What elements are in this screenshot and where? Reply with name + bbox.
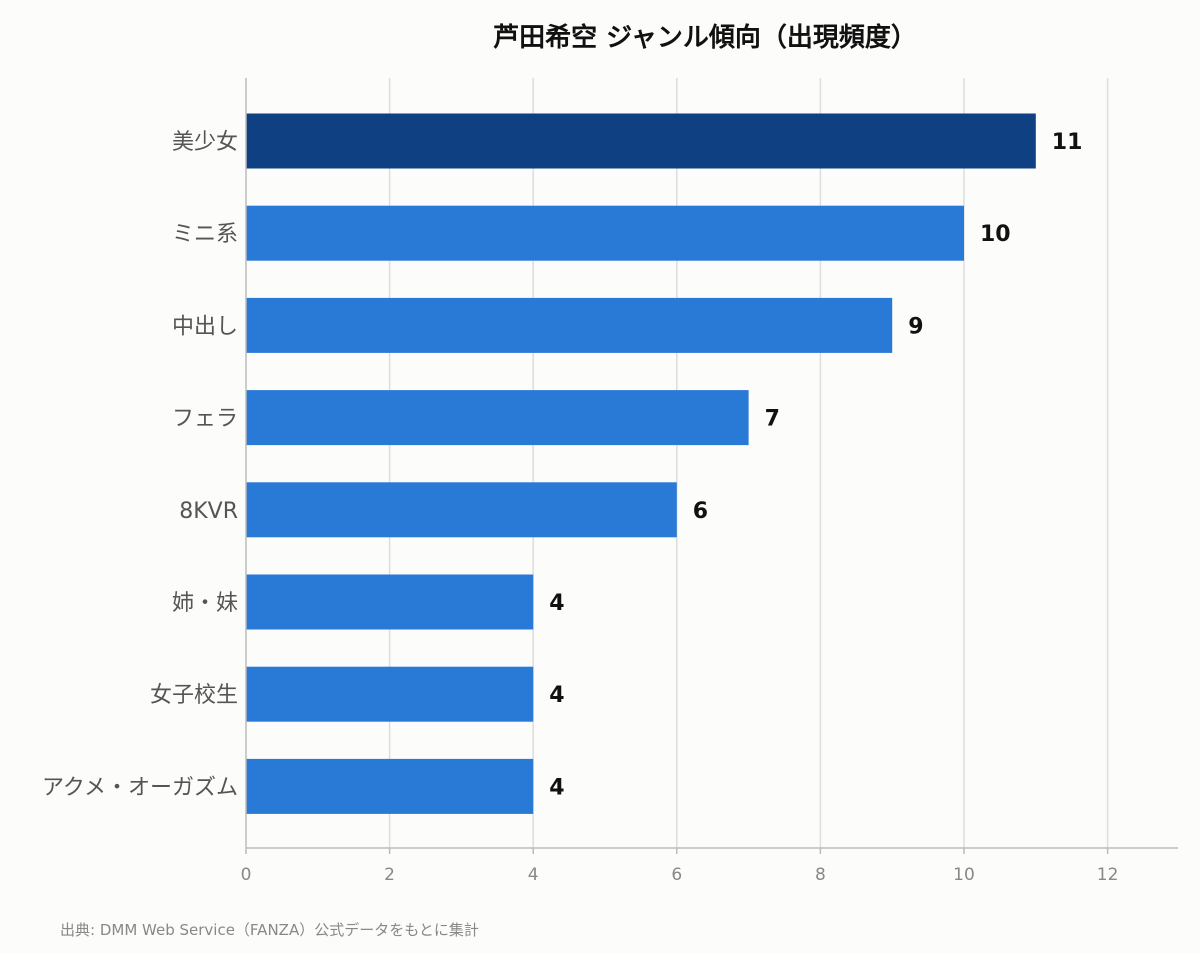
bars: [246, 113, 1036, 814]
category-label: ミニ系: [172, 222, 238, 247]
bar: [246, 758, 534, 814]
grid-lines: [388, 78, 1109, 848]
bar: [246, 666, 534, 722]
value-label: 4: [549, 591, 564, 616]
x-tick-label: 12: [1097, 865, 1119, 885]
x-tick-label: 4: [528, 865, 539, 885]
bar: [246, 297, 893, 353]
value-label: 10: [980, 222, 1011, 247]
category-label: 8KVR: [179, 499, 238, 524]
x-axis: 0 2 4 6 8 10 12: [241, 78, 1178, 885]
x-tick-label: 10: [953, 865, 975, 885]
value-label: 11: [1052, 130, 1083, 155]
value-label: 4: [549, 775, 564, 800]
category-label: 美少女: [172, 130, 238, 155]
bar: [246, 574, 534, 630]
value-labels: 11 10 9 7 6 4 4 4: [549, 130, 1082, 800]
source-note: 出典: DMM Web Service（FANZA）公式データをもとに集計: [60, 921, 479, 939]
category-label: 中出し: [172, 314, 238, 339]
bar: [246, 390, 749, 446]
value-label: 7: [765, 407, 780, 432]
category-label: 姉・妹: [172, 591, 238, 616]
x-tick-label: 6: [671, 865, 682, 885]
value-label: 6: [693, 499, 708, 524]
x-tick-label: 8: [815, 865, 826, 885]
bar: [246, 113, 1036, 169]
value-label: 9: [908, 314, 923, 339]
category-label: フェラ: [172, 407, 238, 432]
chart-title: 芦田希空 ジャンル傾向（出現頻度）: [493, 22, 917, 53]
category-label: アクメ・オーガズム: [42, 775, 238, 800]
x-tick-label: 0: [241, 865, 252, 885]
x-tick-label: 2: [384, 865, 395, 885]
value-label: 4: [549, 683, 564, 708]
bar: [246, 205, 964, 261]
category-label: 女子校生: [150, 683, 238, 708]
bar: [246, 482, 677, 538]
